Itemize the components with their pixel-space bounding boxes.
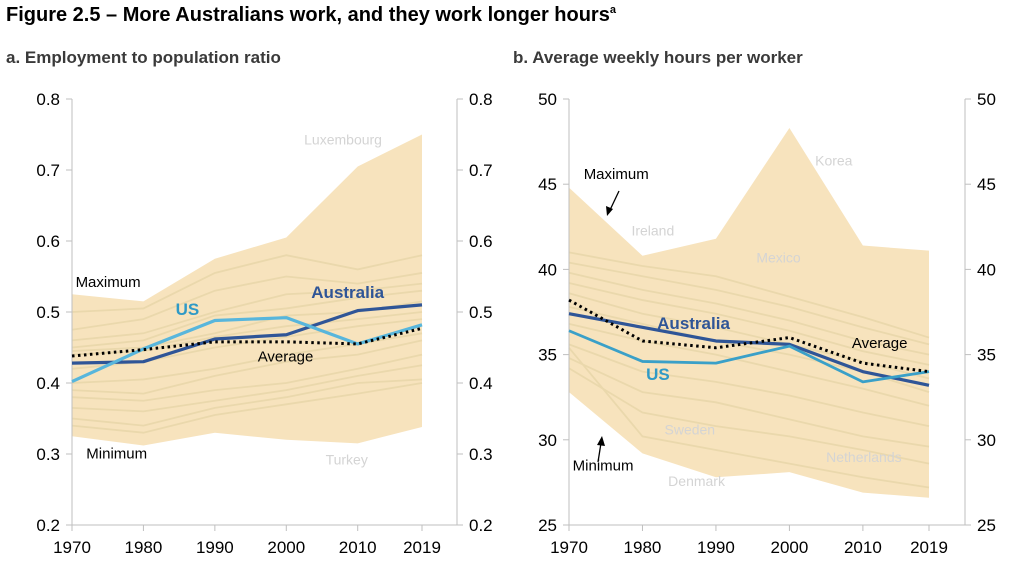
panel-b-x-tick-label: 1970	[550, 538, 588, 557]
panel-a-country-line-11	[71, 378, 423, 427]
panel-a-country-line-9	[71, 353, 423, 402]
panel-a-y-tick-label-right: 0.6	[469, 232, 493, 251]
annotation-arrows	[597, 190, 620, 463]
panel-a-range-band	[72, 134, 422, 446]
figure-title: Figure 2.5 – More Australians work, and …	[6, 4, 616, 27]
panel-b-y-tick-label-right: 40	[977, 260, 996, 279]
panel-b-country-line-8	[568, 357, 930, 448]
panel-b-y-tick-label-left: 40	[538, 260, 557, 279]
panel-a-y-tick-label-right: 0.7	[469, 161, 493, 180]
panel-a-x-tick-label: 1970	[53, 538, 91, 557]
panel-a-x-tick-label: 1980	[125, 538, 163, 557]
minimum-arrow	[597, 442, 602, 463]
panel-b-x-tick-label: 2019	[910, 538, 948, 557]
panel-a-y-tick-label-left: 0.8	[36, 90, 60, 109]
panel-b-country-line-4	[568, 292, 930, 380]
panel-b-title: b. Average weekly hours per worker	[513, 48, 803, 67]
panel-a-y-tick-label-left: 0.5	[36, 303, 60, 322]
panel-b-country-line-0	[568, 251, 930, 339]
panel-b-y-tick-label-right: 30	[977, 431, 996, 450]
panel-b-annotation-netherlands: Netherlands	[826, 449, 902, 465]
panel-a-annotation-us: US	[176, 300, 200, 319]
panel-b-series-us	[568, 329, 930, 384]
panel-a-annotation-turkey: Turkey	[326, 452, 368, 468]
panel-a-y-tick-label-left: 0.4	[36, 374, 60, 393]
panel-a-country-line-5	[71, 311, 423, 356]
panel-b-y-tick-label-right: 25	[977, 516, 996, 535]
panel-a-country-line-10	[71, 364, 423, 413]
maximum-arrow	[609, 190, 620, 211]
panel-a-country-line-8	[71, 339, 423, 395]
panel-b-annotation-ireland: Ireland	[631, 222, 674, 238]
panel-b-y-tick-label-left: 30	[538, 431, 557, 450]
panel-a-y-tick-label-left: 0.3	[36, 445, 60, 464]
panel-b-country-line-1	[568, 261, 930, 346]
panel-b-country-line-6	[568, 323, 930, 407]
panel-a-y-tick-label-left: 0.7	[36, 161, 60, 180]
panel-b-y-tick-label-right: 50	[977, 90, 996, 109]
panel-b-annotation-denmark: Denmark	[668, 473, 726, 489]
panel-b-country-line-7	[568, 343, 930, 428]
panel-b-y-tick-label-right: 45	[977, 175, 996, 194]
panel-a-country-line-0	[71, 254, 423, 313]
panel-a-y-tick-label-right: 0.4	[469, 374, 493, 393]
panel-b-chart: 25 25 30 30 35 35 40 40 45 45 50 50 1970 1980 1990 2000…	[538, 90, 996, 557]
panel-a-x-tick-label: 2010	[339, 538, 377, 557]
panel-b-annotation-australia: Australia	[657, 314, 730, 333]
figure-note-marker: a	[609, 4, 616, 16]
panel-b-annotation-korea: Korea	[815, 152, 853, 168]
panel-b-annotation-sweden: Sweden	[665, 422, 716, 438]
panel-a-x-tick-label: 1990	[196, 538, 234, 557]
panel-a-y-tick-label-left: 0.2	[36, 516, 60, 535]
panel-b-annotation-us: US	[646, 365, 670, 384]
panel-a-country-line-3	[71, 289, 423, 349]
panel-b-annotation-average: Average	[852, 335, 908, 352]
panel-a-y-tick-label-right: 0.3	[469, 445, 493, 464]
panel-b-y-tick-label-left: 35	[538, 346, 557, 365]
panel-b-x-tick-label: 2010	[844, 538, 882, 557]
panel-a-y-tick-label-left: 0.6	[36, 232, 60, 251]
panel-a-series-australia	[71, 303, 423, 365]
maximum-arrow-head	[606, 206, 613, 216]
panel-a-country-line-1	[71, 272, 423, 331]
minimum-arrow-head	[597, 436, 605, 446]
figure-title-text: Figure 2.5 – More Australians work, and …	[6, 4, 610, 26]
panel-b-y-tick-label-left: 50	[538, 90, 557, 109]
panel-b-annotation-minimum: Minimum	[573, 457, 634, 474]
panel-a-country-line-12	[71, 382, 423, 434]
panel-b-annotation-mexico: Mexico	[756, 250, 801, 266]
panel-b-country-line-10	[568, 347, 930, 489]
panel-b-x-tick-label: 1980	[624, 538, 662, 557]
panel-b-x-tick-label: 1990	[697, 538, 735, 557]
panel-b-country-line-2	[568, 271, 930, 356]
panel-a-annotation-average: Average	[258, 349, 314, 366]
panel-b-y-tick-label-left: 25	[538, 516, 557, 535]
panel-a-annotation-minimum: Minimum	[86, 445, 147, 462]
panel-b-y-tick-label-right: 35	[977, 346, 996, 365]
panel-b-series-australia	[568, 312, 930, 387]
panel-b-range-band	[569, 127, 929, 498]
panel-a-chart: 0.2 0.2 0.3 0.3 0.4 0.4 0.5 0.5 0.6 0.6 0.7 0.7 0.8 0…	[36, 90, 492, 557]
panel-a-y-tick-label-right: 0.5	[469, 303, 493, 322]
panel-a-series-us	[71, 316, 423, 384]
panel-b-country-line-3	[568, 282, 930, 366]
panel-b-country-line-9	[568, 367, 930, 465]
panel-b-x-tick-label: 2000	[770, 538, 808, 557]
panel-a-x-tick-label: 2019	[403, 538, 441, 557]
panel-b-y-tick-label-left: 45	[538, 175, 557, 194]
panel-a-annotation-luxembourg: Luxembourg	[304, 131, 382, 147]
panel-a-country-line-2	[71, 282, 423, 342]
panel-a-title: a. Employment to population ratio	[6, 48, 281, 67]
panel-a-annotation-maximum: Maximum	[76, 274, 141, 291]
panel-a-annotation-australia: Australia	[311, 283, 384, 302]
panel-a-x-tick-label: 2000	[267, 538, 305, 557]
panel-b-annotation-maximum: Maximum	[584, 166, 649, 183]
panel-a-y-tick-label-right: 0.2	[469, 516, 493, 535]
panel-a-y-tick-label-right: 0.8	[469, 90, 493, 109]
